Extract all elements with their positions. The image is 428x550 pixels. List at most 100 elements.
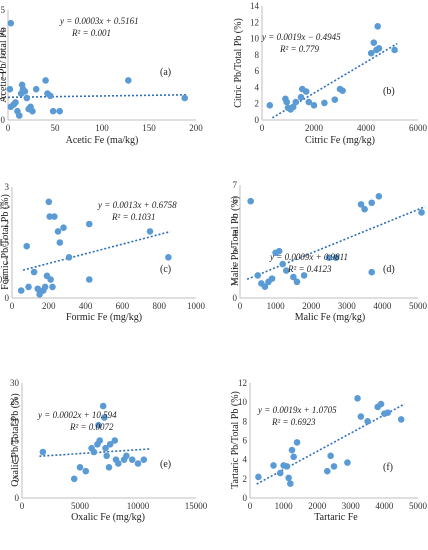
y-tick-label: 1 xyxy=(5,256,10,266)
data-point xyxy=(261,283,269,291)
x-tick-label: 0 xyxy=(6,123,11,133)
data-point xyxy=(290,273,297,281)
y-tick-label: 3 xyxy=(5,182,10,192)
x-tick-label: 0 xyxy=(248,501,253,511)
x-tick-label: 50 xyxy=(51,123,61,133)
data-point xyxy=(364,418,371,425)
data-point xyxy=(101,414,108,421)
x-tick-label: 5000 xyxy=(409,501,428,511)
trend-equation: y = 0.0009x + 0.9811 xyxy=(269,252,348,262)
x-tick-label: 3000 xyxy=(338,301,357,311)
trend-line xyxy=(7,93,187,99)
y-tick-label: 20 xyxy=(10,416,20,426)
data-point xyxy=(285,474,292,482)
data-point xyxy=(49,107,57,115)
panel-tag: (c) xyxy=(160,264,171,275)
data-point xyxy=(123,452,130,460)
data-point xyxy=(181,94,189,102)
trend-equation: y = 0.0002x + 10.594 xyxy=(37,410,117,420)
y-tick-label: 4 xyxy=(255,82,260,92)
data-point xyxy=(293,439,301,446)
data-point xyxy=(270,462,277,469)
panel-tag: (f) xyxy=(383,462,393,473)
data-point xyxy=(128,456,136,463)
y-axis-label: Oxalic Pb/Total Pb (%) xyxy=(10,393,21,486)
data-point xyxy=(114,460,122,467)
y-tick-label: 0 xyxy=(255,115,260,125)
data-point xyxy=(310,102,318,109)
y-tick-label: 25 xyxy=(10,397,20,407)
y-tick-label: 10 xyxy=(238,397,248,407)
data-point xyxy=(397,416,405,423)
x-tick-label: 10000 xyxy=(127,501,150,511)
data-point xyxy=(290,453,297,461)
y-tick-label: 0 xyxy=(15,493,20,503)
data-point xyxy=(23,94,31,102)
trend-line xyxy=(22,230,171,271)
data-point xyxy=(418,209,425,216)
y-tick-label: 6 xyxy=(233,196,238,206)
x-tick-label: 600 xyxy=(116,301,130,311)
data-point xyxy=(7,19,15,27)
data-point xyxy=(47,276,54,283)
data-point xyxy=(375,45,383,52)
x-tick-label: 6000 xyxy=(409,123,428,133)
x-tick-label: 1000 xyxy=(267,301,286,311)
x-tick-label: 0 xyxy=(10,301,15,311)
y-tick-label: 2 xyxy=(5,219,10,229)
data-point xyxy=(15,112,23,119)
chart-panel-a: 0 50 100 150 200 0 0.5 1 1.5 2 2.5 Acetic Fe (ma/kg… xyxy=(0,5,203,146)
data-point xyxy=(302,88,310,95)
x-tick-label: 2000 xyxy=(305,123,324,133)
data-point xyxy=(300,272,308,279)
x-tick-label: 800 xyxy=(152,301,166,311)
data-point xyxy=(85,276,93,283)
data-point xyxy=(125,77,132,84)
x-axis-label: Malic Fe (mg/kg) xyxy=(295,312,366,323)
data-point xyxy=(47,92,54,100)
data-point xyxy=(282,267,290,274)
y-tick-label: 0.5 xyxy=(0,93,6,103)
y-tick-label: 2 xyxy=(1,27,6,37)
panel-tag: (d) xyxy=(383,264,395,275)
x-tick-label: 4000 xyxy=(375,501,394,511)
data-point xyxy=(289,103,297,111)
data-point xyxy=(85,220,93,228)
y-tick-label: 3 xyxy=(233,245,238,255)
y-tick-label: 2 xyxy=(243,474,248,484)
r-squared-label: R² = 0.6923 xyxy=(271,417,316,427)
x-tick-label: 15000 xyxy=(185,501,208,511)
data-point xyxy=(323,467,331,475)
x-tick-label: 5000 xyxy=(71,501,90,511)
data-point xyxy=(34,285,42,293)
r-squared-label: R² = 0.4123 xyxy=(287,264,332,274)
data-point xyxy=(332,254,340,261)
data-point xyxy=(25,283,32,291)
panel-tag: (e) xyxy=(160,459,171,470)
panel-tag: (b) xyxy=(383,86,395,97)
x-axis-label: Oxalic Fe (mg/kg) xyxy=(71,512,145,523)
y-tick-label: 4 xyxy=(243,455,248,465)
data-point xyxy=(357,413,365,420)
y-tick-label: 2 xyxy=(255,99,260,109)
data-point xyxy=(367,49,375,57)
y-tick-label: 14 xyxy=(250,1,260,11)
data-point xyxy=(51,213,58,220)
y-tick-label: 2.5 xyxy=(0,201,10,211)
data-point xyxy=(134,460,142,467)
chart-panel-c: 0 200 400 600 800 1000 0 0.5 1 1.5 2 2.5 3 Formic Fe … xyxy=(0,182,206,323)
y-tick-label: 0 xyxy=(243,493,248,503)
y-tick-label: 15 xyxy=(10,436,20,446)
data-point xyxy=(327,452,334,460)
y-tick-label: 5 xyxy=(15,474,20,484)
y-tick-label: 4 xyxy=(233,228,238,238)
data-point xyxy=(297,93,305,101)
x-tick-label: 0 xyxy=(20,501,25,511)
y-tick-label: 10 xyxy=(250,34,260,44)
x-tick-label: 3000 xyxy=(342,501,361,511)
x-axis-label: Citric Fe (mg/kg) xyxy=(305,135,375,146)
data-point xyxy=(288,446,296,454)
trend-equation: y = 0.0013x + 0.6758 xyxy=(97,200,177,210)
data-point xyxy=(29,107,36,115)
data-point xyxy=(266,102,274,109)
